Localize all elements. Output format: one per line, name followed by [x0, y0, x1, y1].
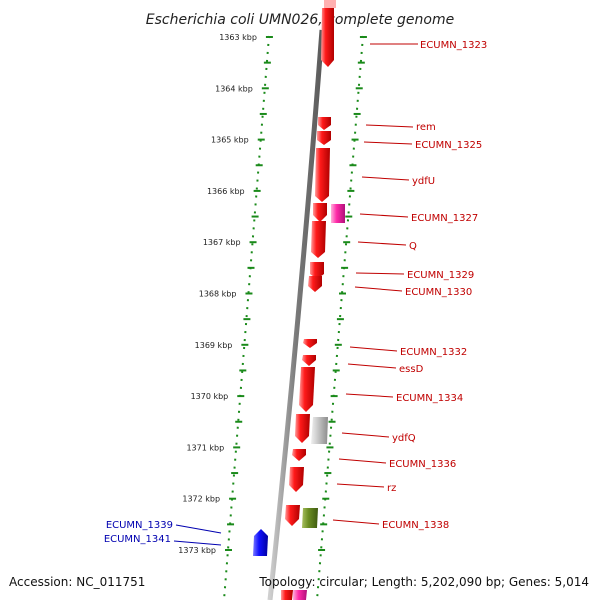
- gene-label[interactable]: ydfQ: [392, 433, 416, 444]
- tick-label: 1364 kbp: [215, 84, 253, 93]
- gene-feature: [302, 355, 316, 366]
- tick-label: 1369 kbp: [195, 341, 233, 350]
- kbp-ticks: 1363 kbp 1364 kbp 1365 kbp 1366 kbp 1367 kbp…: [178, 33, 367, 555]
- ruler-line: [223, 35, 270, 600]
- tick-label: 1367 kbp: [203, 238, 241, 247]
- gene-label[interactable]: ECUMN_1336: [389, 459, 456, 470]
- topology-text: Topology: circular; Length: 5,202,090 bp…: [258, 575, 589, 589]
- tick-label: 1371 kbp: [186, 443, 224, 452]
- genome-backbone: [267, 29, 325, 600]
- gene-label[interactable]: ECUMN_1332: [400, 347, 467, 358]
- leader-line: [354, 286, 403, 292]
- gene-feature: [311, 417, 328, 444]
- gene-label[interactable]: ECUMN_1325: [415, 140, 482, 151]
- leader-line: [359, 213, 409, 218]
- gene-feature: [303, 339, 317, 348]
- gene-feature: [308, 276, 322, 292]
- gene-label[interactable]: ECUMN_1329: [407, 270, 474, 281]
- gene-feature: [299, 367, 315, 412]
- gene-label[interactable]: ECUMN_1323: [420, 40, 487, 51]
- leader-line: [361, 176, 410, 181]
- tick-label: 1363 kbp: [219, 33, 257, 42]
- accession-text: Accession: NC_011751: [9, 575, 145, 589]
- gene-feature: [302, 508, 318, 528]
- leader-line: [175, 524, 222, 534]
- leader-line: [338, 458, 387, 464]
- gene-label[interactable]: ECUMN_1341: [104, 534, 171, 545]
- leader-line: [173, 540, 222, 546]
- gene-label[interactable]: rem: [416, 122, 436, 133]
- gene-label[interactable]: ECUMN_1327: [411, 213, 478, 224]
- gene-feature: [285, 505, 300, 526]
- gene-feature: [292, 449, 306, 461]
- leader-line: [332, 519, 380, 525]
- tick-label: 1372 kbp: [182, 495, 220, 504]
- gene-feature: [315, 148, 330, 202]
- map-title: Escherichia coli UMN026, complete genome: [146, 12, 454, 28]
- leader-line: [336, 483, 385, 488]
- tick-label: 1368 kbp: [199, 290, 237, 299]
- gene-features: [253, 0, 345, 600]
- leader-line: [349, 346, 398, 352]
- gene-feature: [293, 590, 307, 600]
- leader-line: [365, 124, 414, 128]
- gene-feature: [310, 262, 324, 279]
- gene-feature: [317, 131, 331, 145]
- gene-feature: [318, 117, 331, 130]
- gene-label[interactable]: essD: [399, 364, 424, 375]
- leader-line: [341, 432, 390, 438]
- tick-label: 1370 kbp: [191, 392, 229, 401]
- leader-line: [345, 393, 394, 398]
- tick-label: 1366 kbp: [207, 187, 245, 196]
- gene-label[interactable]: ECUMN_1339: [106, 520, 173, 531]
- gene-feature: [253, 529, 268, 556]
- gene-feature: [321, 8, 334, 67]
- gene-feature: [331, 204, 345, 223]
- tick-label: 1365 kbp: [211, 136, 249, 145]
- gene-feature: [295, 414, 310, 443]
- leader-line: [347, 363, 397, 369]
- gene-label[interactable]: Q: [409, 241, 417, 252]
- gene-feature: [311, 221, 326, 258]
- gene-label[interactable]: ydfU: [412, 176, 435, 187]
- leader-line: [355, 272, 405, 275]
- gene-label[interactable]: ECUMN_1334: [396, 393, 463, 404]
- gene-feature: [289, 467, 304, 492]
- leader-line: [363, 141, 413, 145]
- gene-label[interactable]: ECUMN_1330: [405, 287, 472, 298]
- tick-label: 1373 kbp: [178, 546, 216, 555]
- gene-feature: [313, 203, 327, 222]
- gene-label[interactable]: ECUMN_1338: [382, 520, 449, 531]
- gene-feature: [281, 590, 293, 600]
- leader-line: [357, 241, 407, 246]
- gene-feature: [324, 0, 336, 8]
- gene-label[interactable]: rz: [387, 483, 396, 494]
